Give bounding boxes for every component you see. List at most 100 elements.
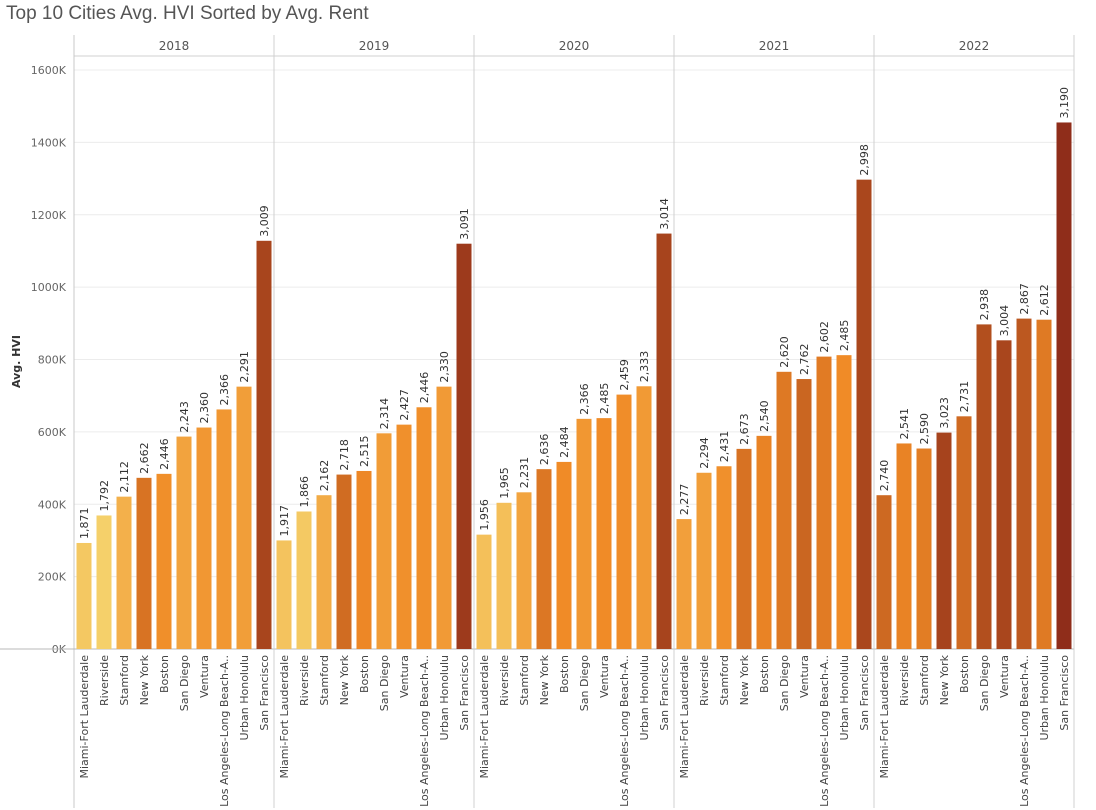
- bar[interactable]: [236, 386, 252, 649]
- bar-data-label: 2,515: [358, 435, 371, 467]
- bar[interactable]: [436, 386, 452, 649]
- bar[interactable]: [916, 448, 932, 649]
- bar[interactable]: [316, 495, 332, 649]
- bar[interactable]: [1056, 122, 1072, 650]
- bar[interactable]: [856, 179, 872, 649]
- bar[interactable]: [576, 418, 592, 649]
- bar-data-label: 1,965: [498, 467, 511, 499]
- bar[interactable]: [116, 496, 132, 649]
- bar[interactable]: [896, 443, 912, 649]
- bar[interactable]: [736, 448, 752, 649]
- x-category-label: San Diego: [578, 655, 591, 711]
- bar-data-label: 1,917: [278, 505, 291, 537]
- y-tick-label: 1600K: [31, 64, 67, 77]
- bar[interactable]: [996, 340, 1012, 649]
- panel-year-header: 2019: [359, 39, 390, 53]
- bar-data-label: 3,009: [258, 205, 271, 237]
- bar[interactable]: [336, 474, 352, 649]
- x-category-label: San Diego: [178, 655, 191, 711]
- bar[interactable]: [796, 379, 812, 649]
- bar[interactable]: [216, 409, 232, 649]
- bar[interactable]: [96, 515, 112, 649]
- bar-data-label: 2,231: [518, 457, 531, 489]
- x-category-label: San Francisco: [258, 655, 271, 731]
- x-category-label: San Francisco: [1058, 655, 1071, 731]
- bar[interactable]: [696, 472, 712, 649]
- x-category-label: Ventura: [198, 655, 211, 698]
- bar[interactable]: [356, 470, 372, 649]
- bar-data-label: 2,427: [398, 389, 411, 421]
- bar-data-label: 2,360: [198, 392, 211, 424]
- bar-data-label: 1,871: [78, 507, 91, 539]
- x-category-label: Los Angeles-Long Beach-A..: [218, 655, 231, 807]
- bar[interactable]: [676, 519, 692, 649]
- bar-data-label: 3,091: [458, 208, 471, 240]
- bar[interactable]: [656, 233, 672, 649]
- bar[interactable]: [456, 243, 472, 649]
- bar-data-label: 1,956: [478, 499, 491, 531]
- bar[interactable]: [1016, 318, 1032, 649]
- bar[interactable]: [496, 502, 512, 649]
- bar[interactable]: [596, 418, 612, 649]
- bar[interactable]: [256, 240, 272, 649]
- bar-data-label: 2,938: [978, 289, 991, 321]
- bar[interactable]: [476, 534, 492, 649]
- bar[interactable]: [196, 427, 212, 649]
- bar-data-label: 2,330: [438, 351, 451, 383]
- x-category-label: San Diego: [378, 655, 391, 711]
- bar[interactable]: [756, 435, 772, 649]
- bar-data-label: 2,112: [118, 461, 131, 493]
- bar[interactable]: [416, 407, 432, 649]
- bar[interactable]: [556, 461, 572, 649]
- bar[interactable]: [136, 477, 152, 649]
- bar-data-label: 2,294: [698, 437, 711, 469]
- bar[interactable]: [816, 356, 832, 649]
- bar[interactable]: [836, 355, 852, 649]
- bar[interactable]: [296, 511, 312, 649]
- bar[interactable]: [176, 436, 192, 649]
- panel-year-header: 2018: [159, 39, 190, 53]
- bar[interactable]: [396, 424, 412, 649]
- bar[interactable]: [716, 466, 732, 649]
- bar[interactable]: [616, 394, 632, 649]
- y-tick-label: 800K: [38, 354, 67, 367]
- x-category-label: San Francisco: [458, 655, 471, 731]
- bar[interactable]: [156, 473, 172, 649]
- x-category-label: New York: [338, 654, 351, 705]
- bar-data-label: 2,446: [418, 372, 431, 404]
- bar[interactable]: [1036, 319, 1052, 649]
- y-tick-label: 400K: [38, 498, 67, 511]
- bar[interactable]: [956, 416, 972, 649]
- bar-data-label: 2,485: [838, 320, 851, 352]
- bar-data-label: 2,718: [338, 439, 351, 471]
- x-category-label: Miami-Fort Lauderdale: [78, 655, 91, 779]
- bar-data-label: 2,333: [638, 351, 651, 383]
- bar-data-label: 2,612: [1038, 284, 1051, 316]
- bar-data-label: 2,636: [538, 434, 551, 466]
- x-category-label: Riverside: [498, 655, 511, 706]
- bar-data-label: 2,162: [318, 460, 331, 492]
- x-category-label: Riverside: [898, 655, 911, 706]
- x-category-label: Los Angeles-Long Beach-A..: [1018, 655, 1031, 807]
- x-category-label: San Francisco: [858, 655, 871, 731]
- bar-data-label: 2,740: [878, 460, 891, 492]
- bar[interactable]: [536, 469, 552, 649]
- bar[interactable]: [636, 386, 652, 649]
- bar[interactable]: [276, 540, 292, 649]
- x-category-label: Los Angeles-Long Beach-A..: [818, 655, 831, 807]
- bar-data-label: 3,190: [1058, 87, 1071, 119]
- x-category-label: Riverside: [98, 655, 111, 706]
- bar-data-label: 2,540: [758, 400, 771, 432]
- bar-data-label: 3,014: [658, 198, 671, 230]
- bar[interactable]: [936, 432, 952, 649]
- bar-data-label: 2,291: [238, 351, 251, 383]
- bar[interactable]: [76, 542, 92, 649]
- x-category-label: Stamford: [118, 655, 131, 706]
- bar[interactable]: [516, 492, 532, 649]
- bar[interactable]: [776, 371, 792, 649]
- bar[interactable]: [376, 433, 392, 649]
- bar[interactable]: [976, 324, 992, 649]
- x-category-label: Stamford: [918, 655, 931, 706]
- bar[interactable]: [876, 495, 892, 649]
